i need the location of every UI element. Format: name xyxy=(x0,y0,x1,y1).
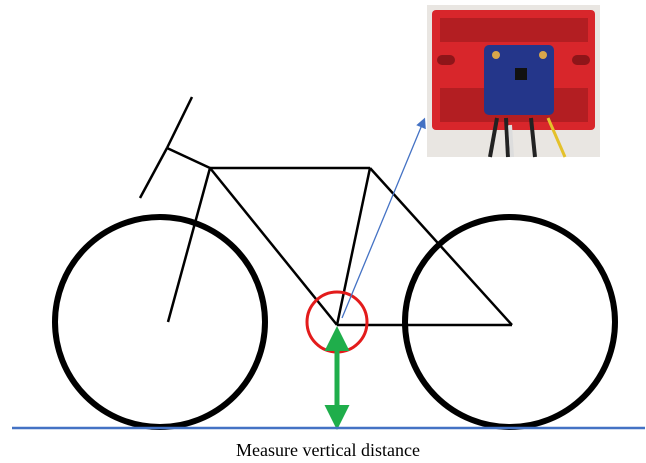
sensor-photo xyxy=(427,5,600,157)
diagram: Measure vertical distance xyxy=(0,0,646,463)
front-wheel xyxy=(55,217,265,427)
caption: Measure vertical distance xyxy=(236,440,420,460)
